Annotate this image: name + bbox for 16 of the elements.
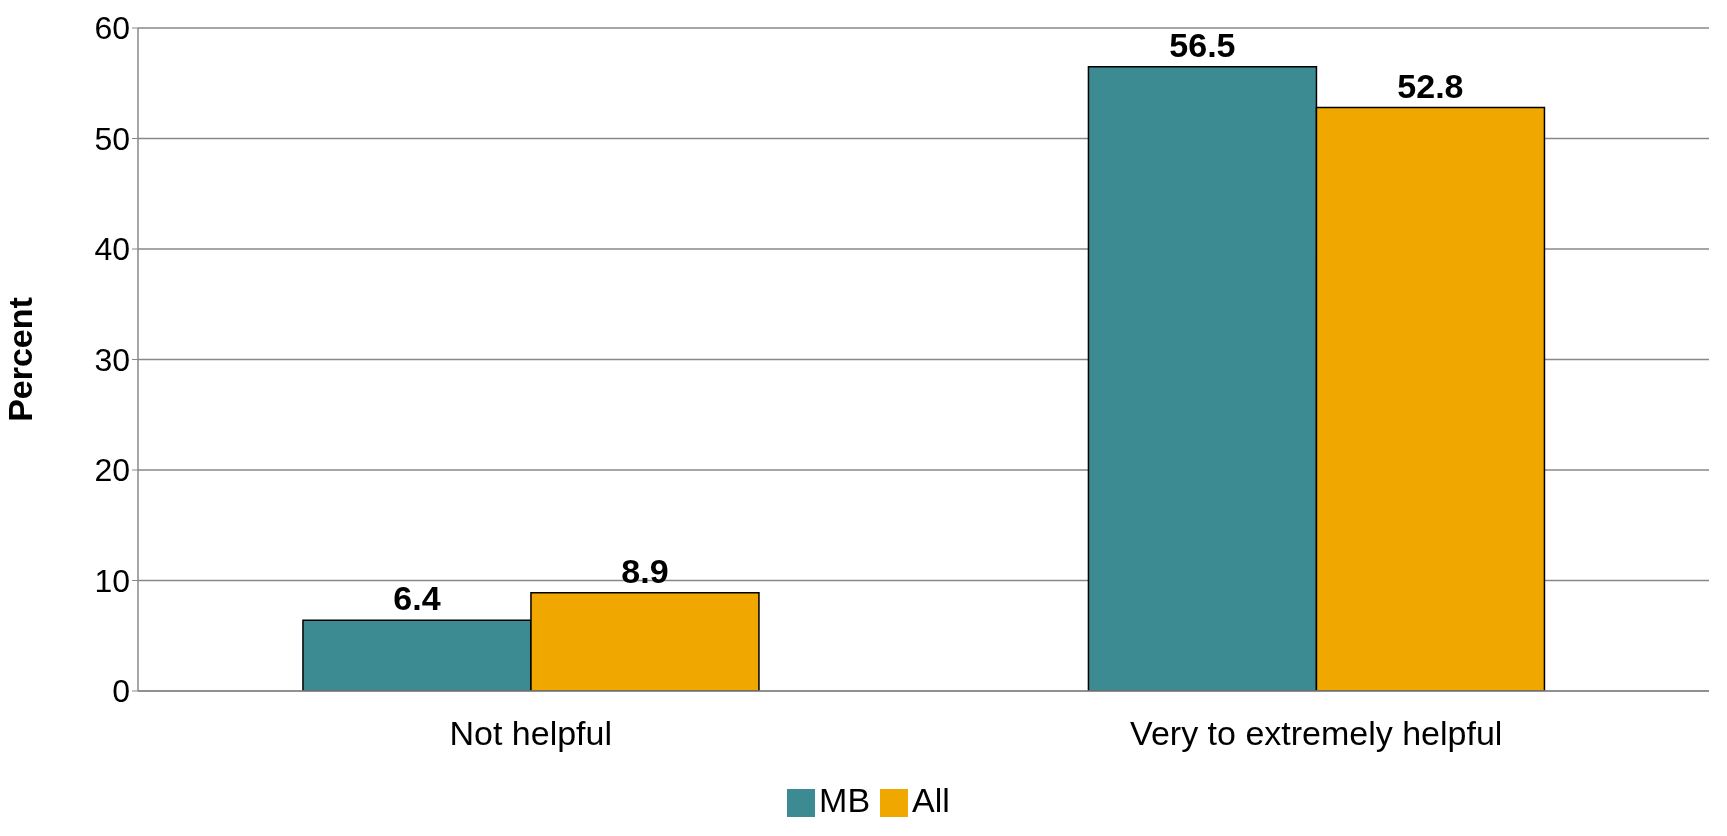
y-axis-title: Percent: [1, 297, 40, 422]
data-label: 52.8: [1397, 66, 1464, 105]
y-tick-label: 60: [94, 10, 130, 47]
y-tick-label: 40: [94, 231, 130, 268]
y-tick-label: 0: [112, 673, 130, 710]
legend-label: MB: [819, 781, 871, 819]
y-tick-label: 20: [94, 452, 130, 489]
y-tick-label: 50: [94, 120, 130, 157]
legend-label: All: [912, 781, 950, 819]
data-label: 6.4: [393, 579, 441, 618]
x-tick-label: Not helpful: [449, 714, 613, 753]
y-tick-label: 10: [94, 562, 130, 599]
x-tick-label: Very to extremely helpful: [1130, 714, 1503, 753]
y-tick-label: 30: [94, 341, 130, 378]
data-label: 56.5: [1169, 25, 1236, 64]
data-label: 8.9: [621, 551, 669, 590]
